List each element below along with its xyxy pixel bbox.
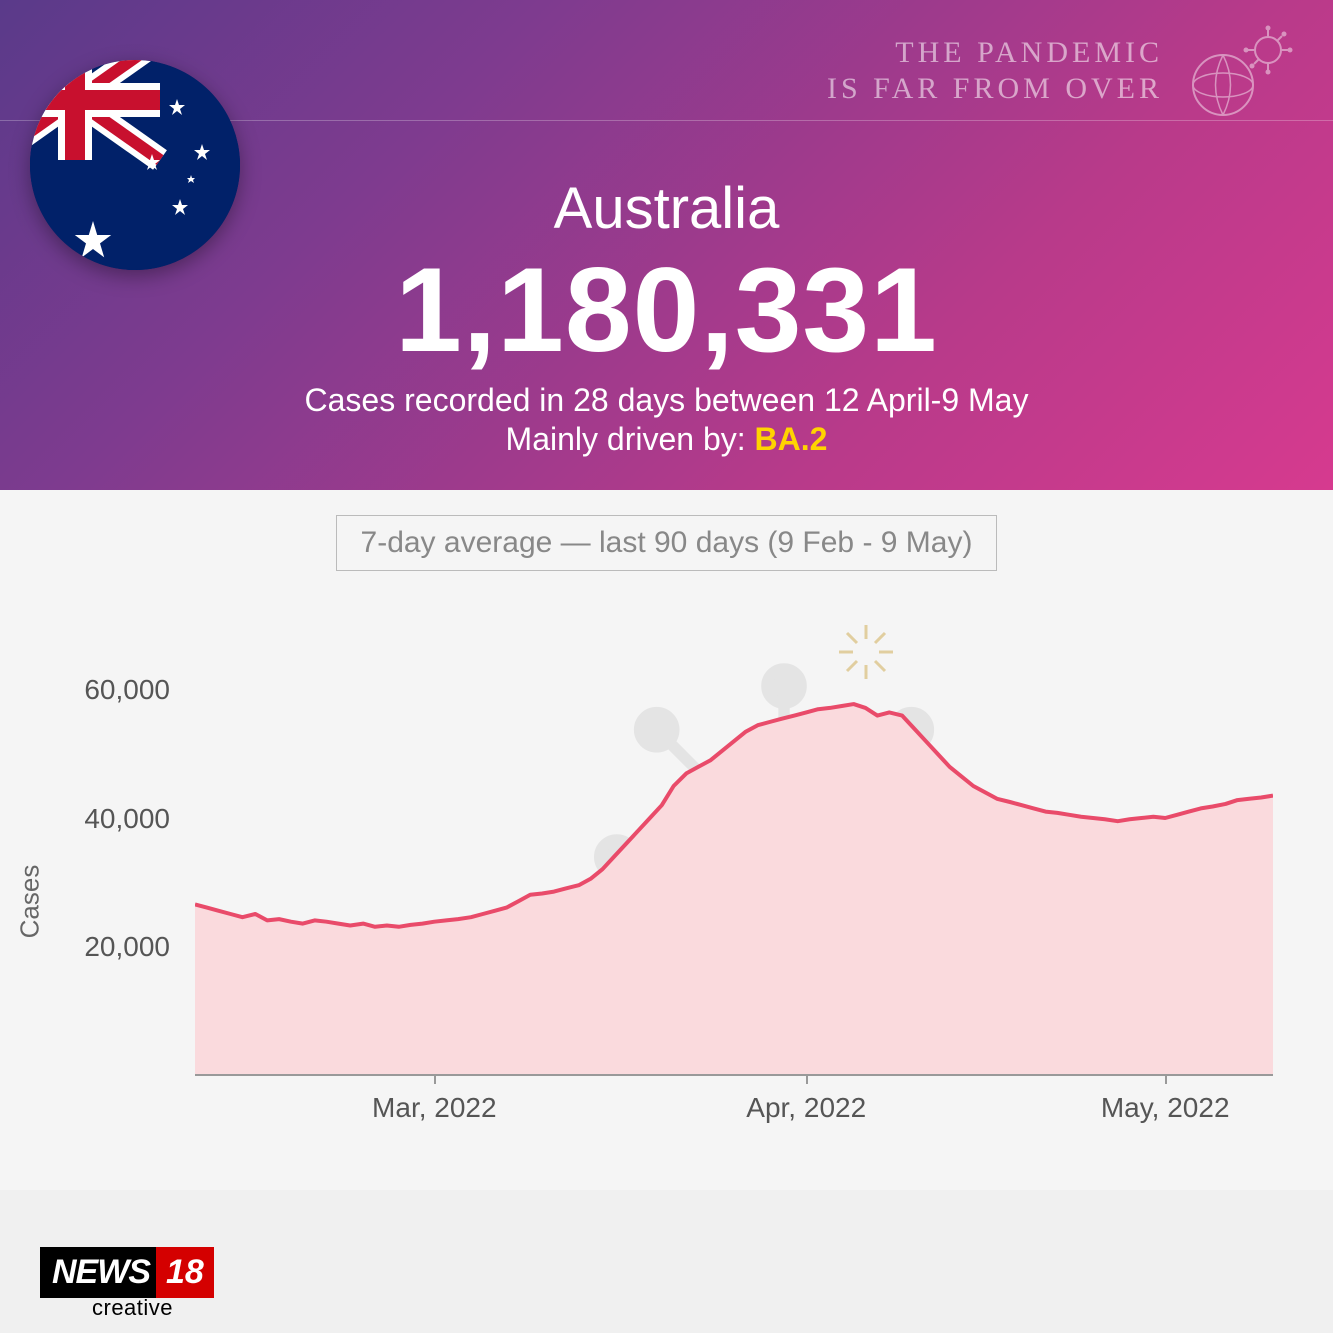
- plot-area: Mar, 2022Apr, 2022May, 2022: [195, 626, 1273, 1076]
- x-tick-mark: [434, 1074, 436, 1084]
- x-tick-label: Mar, 2022: [372, 1092, 497, 1124]
- subtitle: Cases recorded in 28 days between 12 Apr…: [0, 382, 1333, 419]
- driven-by-prefix: Mainly driven by:: [506, 421, 755, 457]
- tagline-line1: THE PANDEMIC: [827, 35, 1163, 71]
- x-tick-mark: [1165, 1074, 1167, 1084]
- header-banner: THE PANDEMIC IS FAR FROM OVER: [0, 0, 1333, 490]
- logo-text-18: 18: [156, 1247, 214, 1298]
- variant-line: Mainly driven by: BA.2: [0, 421, 1333, 458]
- logo-text-news: NEWS: [40, 1247, 156, 1298]
- variant-name: BA.2: [755, 421, 828, 457]
- x-tick-label: May, 2022: [1101, 1092, 1230, 1124]
- australia-flag-icon: [30, 60, 240, 270]
- x-tick-label: Apr, 2022: [746, 1092, 866, 1124]
- logo-subtext: creative: [92, 1295, 173, 1321]
- tagline-line2: IS FAR FROM OVER: [827, 71, 1163, 107]
- y-tick-label: 40,000: [70, 803, 170, 835]
- chart-section: 7-day average — last 90 days (9 Feb - 9 …: [0, 490, 1333, 1190]
- x-tick-mark: [806, 1074, 808, 1084]
- chart-title: 7-day average — last 90 days (9 Feb - 9 …: [336, 515, 998, 571]
- area-chart: [195, 626, 1273, 1074]
- case-count: 1,180,331: [0, 250, 1333, 370]
- y-tick-label: 20,000: [70, 931, 170, 963]
- news18-logo: NEWS 18: [40, 1247, 214, 1298]
- y-tick-label: 60,000: [70, 674, 170, 706]
- tagline: THE PANDEMIC IS FAR FROM OVER: [827, 35, 1163, 107]
- virus-globe-icon: [1178, 25, 1308, 125]
- y-axis-label: Cases: [15, 865, 46, 939]
- chart-container: Cases 20,00040,00060,000: [60, 626, 1273, 1146]
